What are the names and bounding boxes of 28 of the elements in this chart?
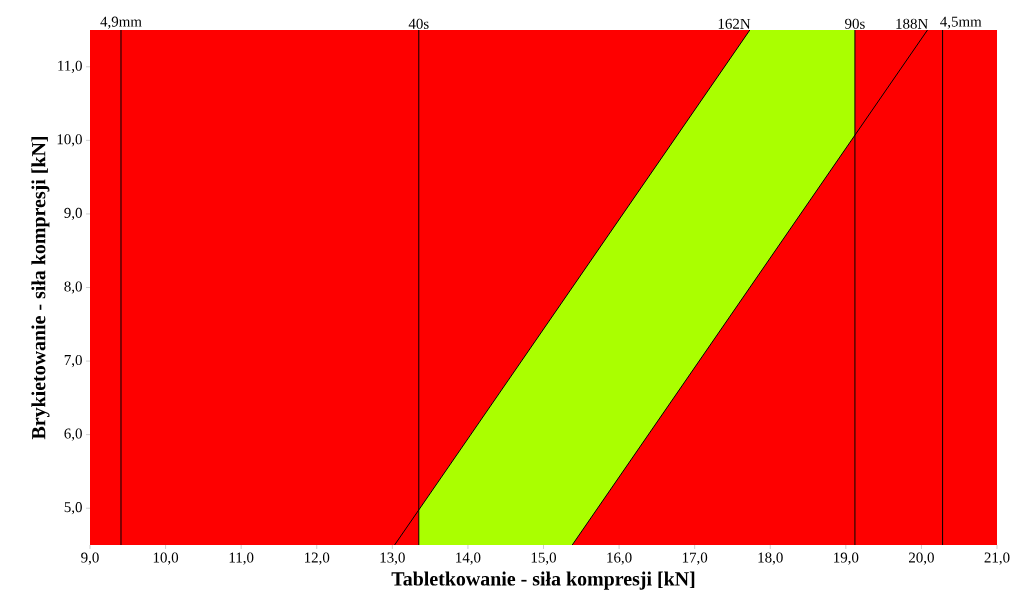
ref-line-label: 4,9mm xyxy=(100,16,142,29)
y-tick-label: 8,0 xyxy=(64,281,82,294)
x-axis-title: Tabletkowanie - siła kompresji [kN] xyxy=(391,571,695,590)
series-label: 162N xyxy=(718,18,751,29)
x-tick-label: 15,0 xyxy=(531,552,557,565)
y-tick-label: 6,0 xyxy=(64,428,82,441)
x-tick-label: 12,0 xyxy=(304,552,330,565)
x-tick-label: 13,0 xyxy=(380,552,405,565)
ref-line-label: 4,5mm xyxy=(940,16,982,29)
x-tick-label: 17,0 xyxy=(682,552,708,565)
y-tick-label: 11,0 xyxy=(58,60,82,73)
x-tick-label: 20,0 xyxy=(909,552,934,565)
x-tick-label: 10,0 xyxy=(153,552,179,565)
series-label: 188N xyxy=(896,18,928,29)
x-tick-label: 19,0 xyxy=(834,552,859,565)
y-tick-label: 5,0 xyxy=(64,502,82,515)
x-tick-label: 9,0 xyxy=(81,552,99,565)
x-tick-label: 18,0 xyxy=(758,552,783,565)
x-tick-label: 11,0 xyxy=(229,552,254,565)
x-tick-label: 14,0 xyxy=(456,552,481,565)
y-tick-label: 7,0 xyxy=(64,354,82,368)
y-axis-title: Brykietowanie - siła kompresji [kN] xyxy=(31,136,50,440)
ref-line-label: 40s xyxy=(408,18,429,29)
ref-line-label: 90s xyxy=(845,18,865,29)
x-tick-label: 21,0 xyxy=(984,552,1010,565)
y-tick-label: 9,0 xyxy=(64,207,82,221)
x-tick-label: 16,0 xyxy=(607,552,632,565)
y-tick-label: 10,0 xyxy=(57,134,82,147)
